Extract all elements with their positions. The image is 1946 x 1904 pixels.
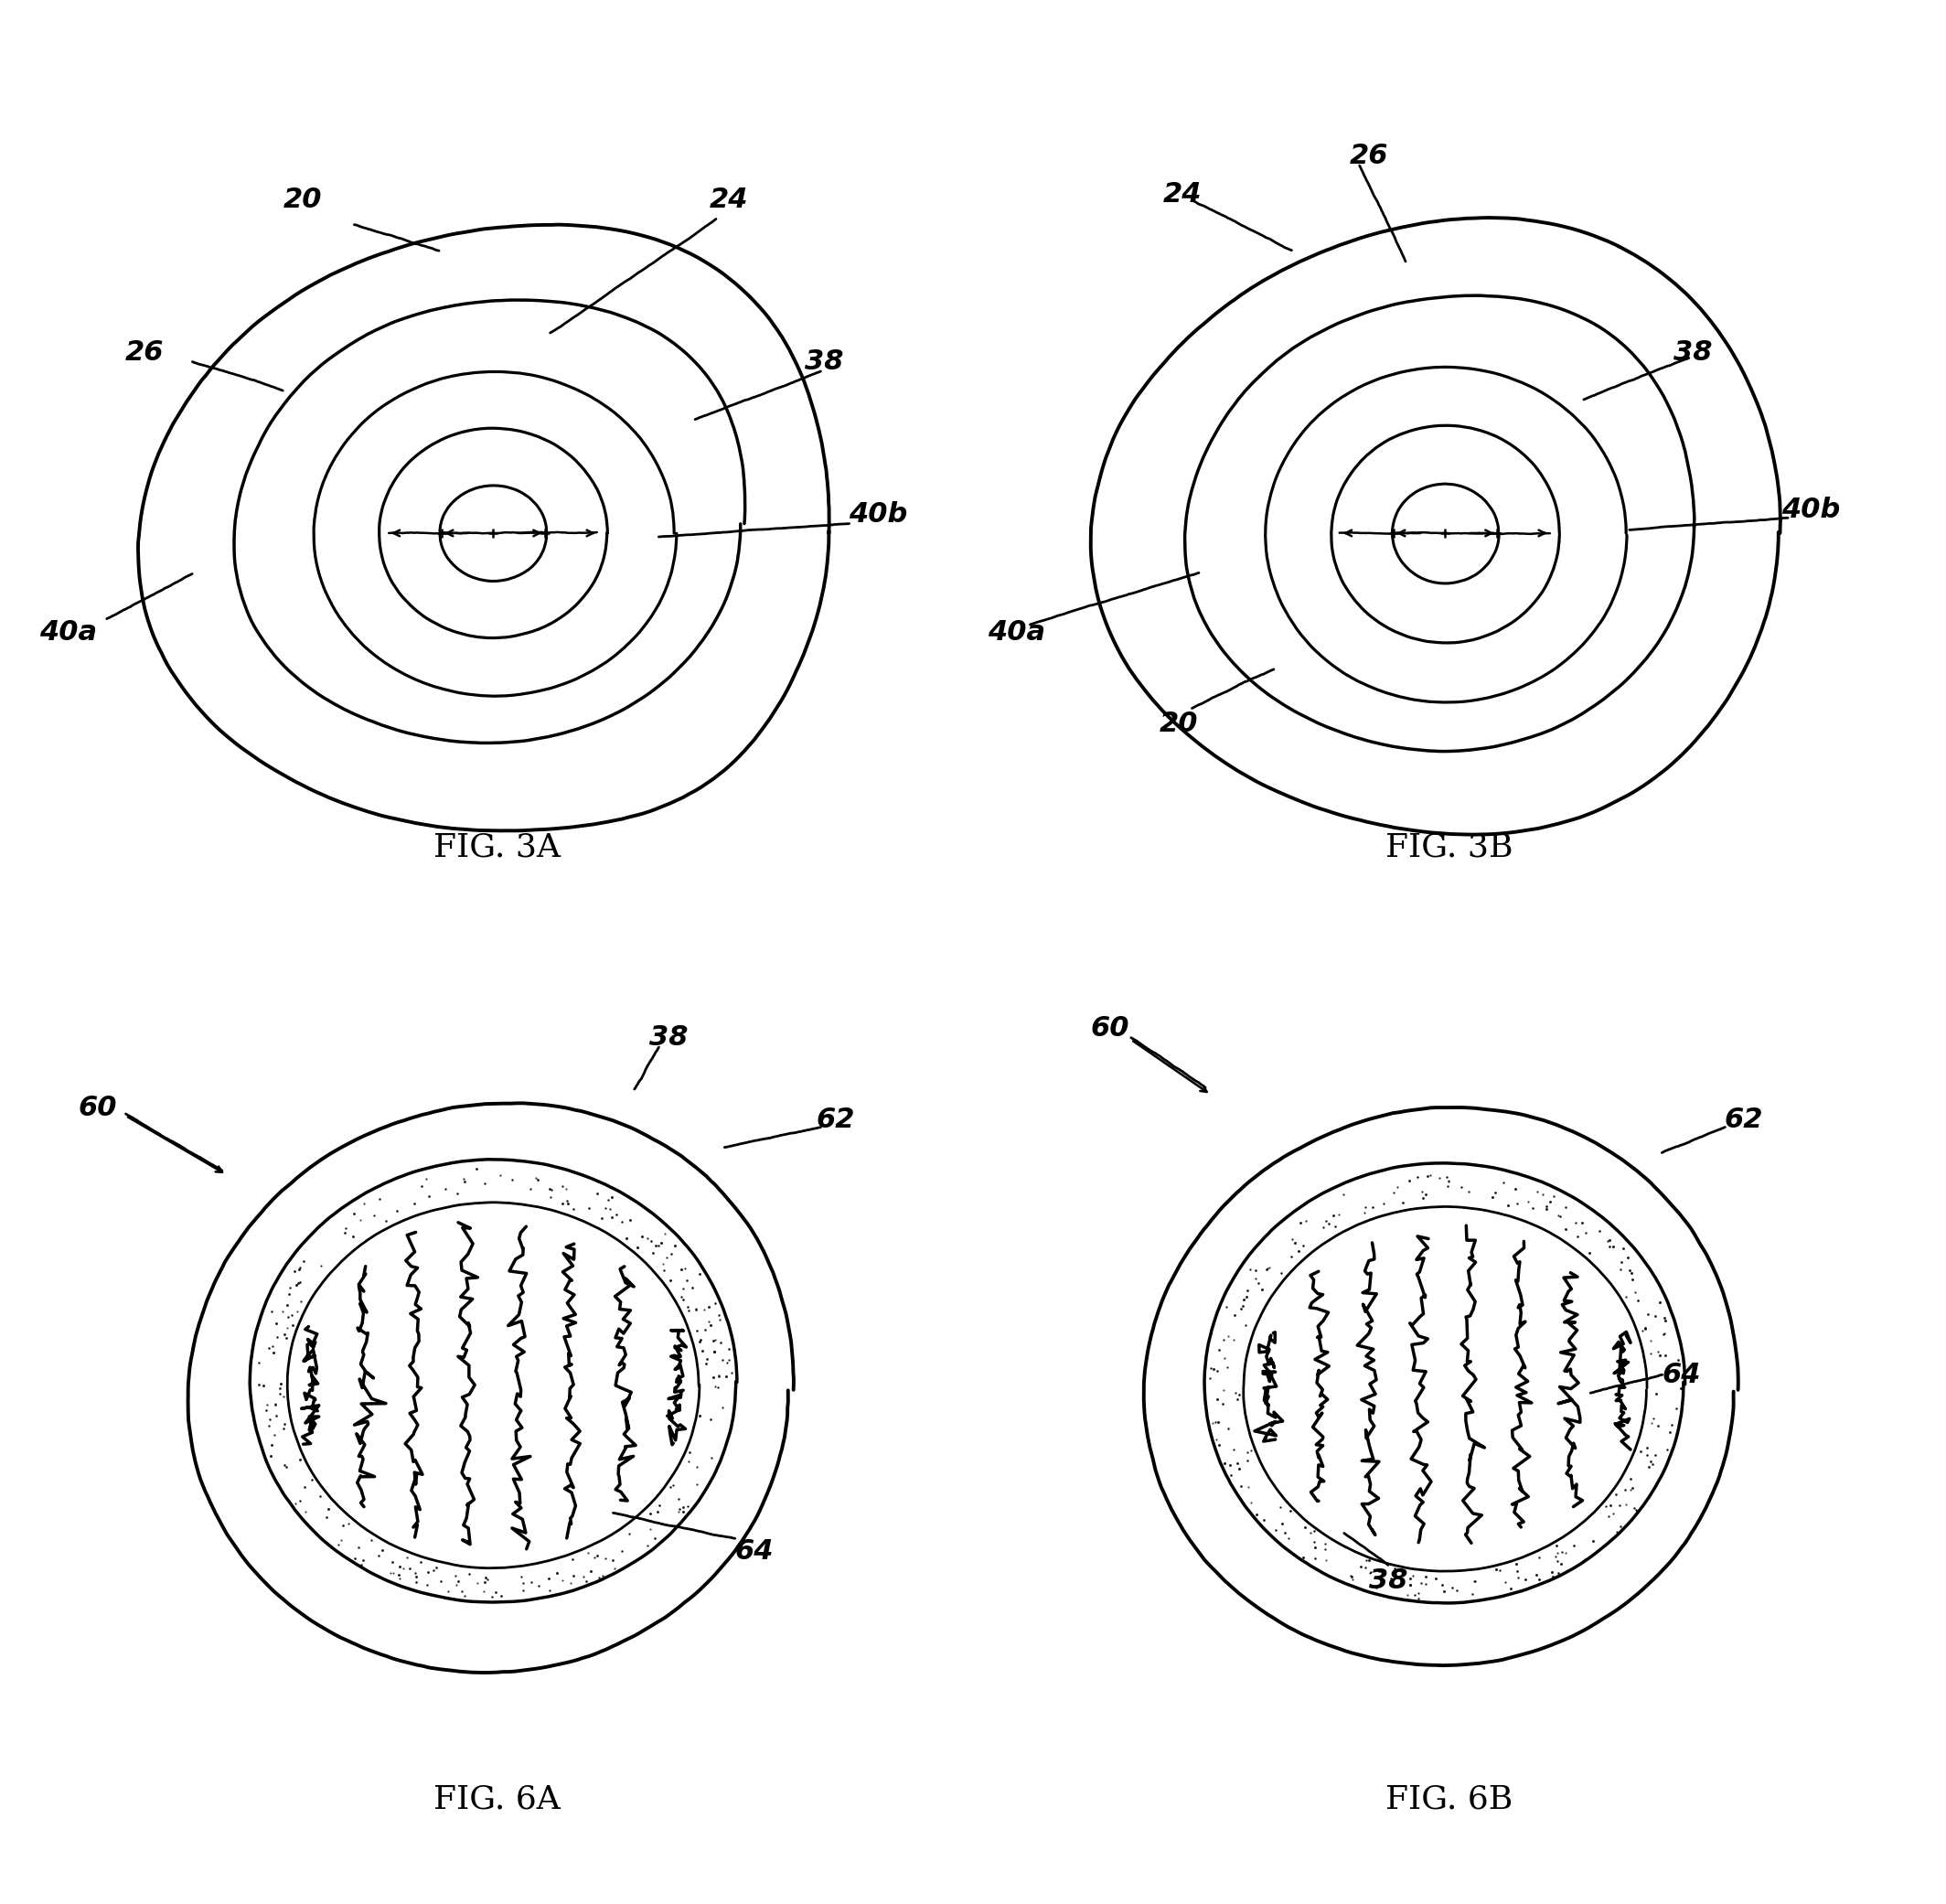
Text: 60: 60 [78, 1095, 117, 1121]
Text: 64: 64 [736, 1538, 773, 1565]
Text: 38: 38 [1674, 339, 1712, 366]
Text: 62: 62 [1724, 1106, 1763, 1133]
Text: 40b: 40b [848, 501, 907, 527]
Text: 26: 26 [125, 339, 163, 366]
Text: 26: 26 [1351, 143, 1387, 169]
Text: FIG. 3A: FIG. 3A [434, 832, 560, 863]
Text: 40a: 40a [989, 619, 1045, 645]
Text: 20: 20 [284, 187, 323, 213]
Text: 38: 38 [806, 348, 845, 375]
Text: 24: 24 [1164, 181, 1203, 208]
Text: FIG. 6A: FIG. 6A [434, 1784, 560, 1815]
Text: 60: 60 [1090, 1015, 1129, 1041]
Text: FIG. 3B: FIG. 3B [1386, 832, 1512, 863]
Text: 38: 38 [1368, 1567, 1407, 1594]
Text: 40a: 40a [39, 619, 97, 645]
Text: 64: 64 [1662, 1361, 1701, 1388]
Text: 40b: 40b [1781, 497, 1841, 524]
Text: 62: 62 [817, 1106, 856, 1133]
Text: FIG. 6B: FIG. 6B [1386, 1784, 1512, 1815]
Text: 38: 38 [648, 1024, 687, 1051]
Text: 24: 24 [710, 187, 749, 213]
Text: 20: 20 [1160, 710, 1199, 737]
